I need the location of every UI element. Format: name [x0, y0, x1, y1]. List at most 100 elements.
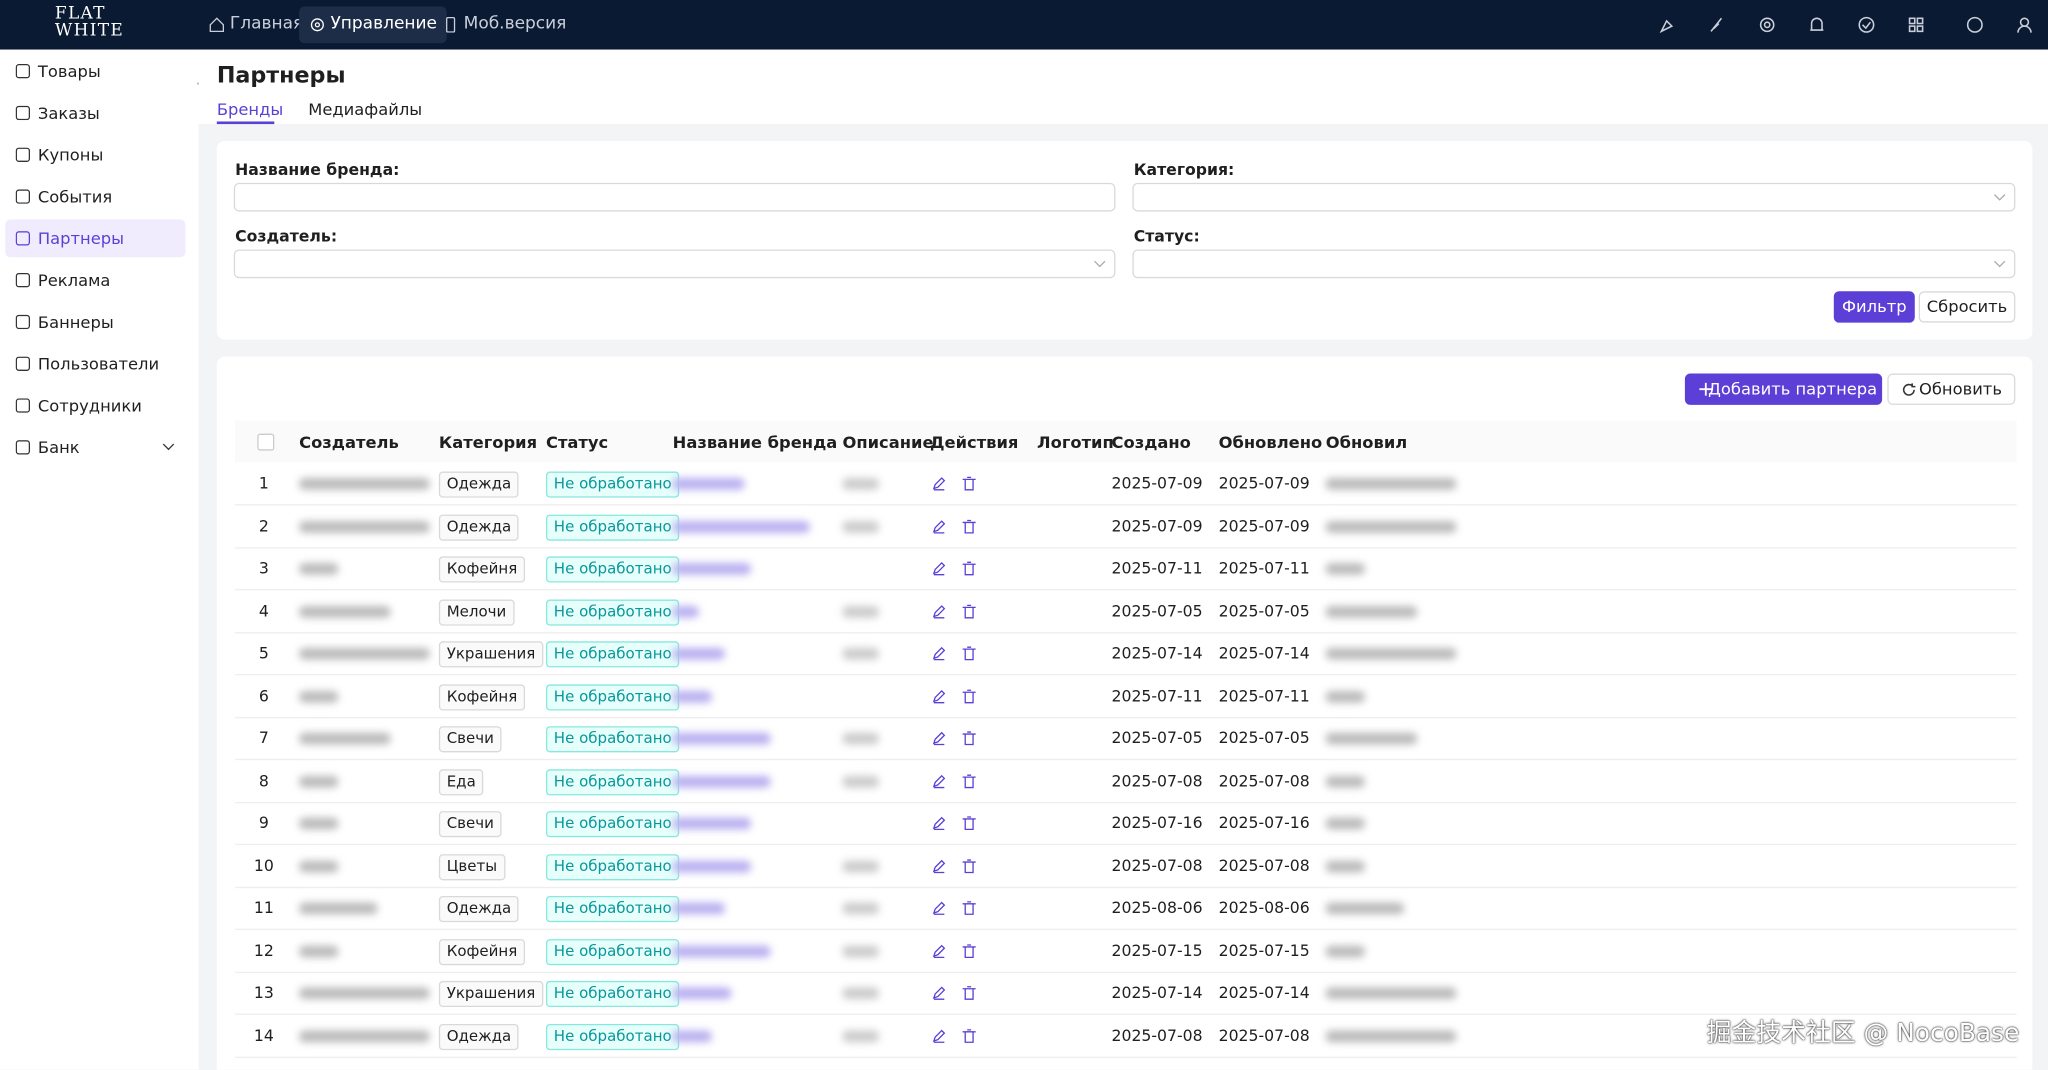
row-actions[interactable] — [931, 815, 983, 835]
creator-hidden — [299, 944, 339, 957]
row-number: 8 — [258, 771, 269, 790]
sidebar-item[interactable]: Реклама — [5, 261, 185, 299]
nav-manage[interactable]: Управление — [299, 6, 447, 44]
row-number: 10 — [253, 856, 274, 875]
sidebar-item[interactable]: События — [5, 178, 185, 216]
sidebar-item[interactable]: Купоны — [5, 136, 185, 174]
add-button[interactable]: Добавить партнера — [1684, 373, 1883, 405]
row-divider — [235, 801, 2017, 803]
tab-active[interactable]: Бренды — [216, 99, 284, 119]
row-divider — [235, 971, 2017, 973]
creator-hidden — [299, 690, 339, 703]
select-category[interactable] — [1132, 182, 2016, 212]
created-date: 2025-07-11 — [1111, 559, 1203, 578]
select-status[interactable] — [1132, 249, 2016, 279]
sidebar-item[interactable]: Баннеры — [5, 303, 185, 341]
row-actions[interactable] — [931, 560, 983, 580]
logo[interactable]: FLAT WHITE — [55, 5, 124, 39]
row-actions[interactable] — [931, 900, 983, 920]
sidebar-item[interactable]: Сотрудники — [5, 387, 185, 425]
row-actions[interactable] — [931, 688, 983, 708]
sidebar-label: Купоны — [37, 144, 104, 165]
row-divider — [235, 1055, 2017, 1058]
sidebar-label: Банк — [37, 437, 80, 458]
page-header: Партнеры Бренды Медиафайлы — [198, 49, 2048, 125]
status-tag: Не обработано — [545, 513, 680, 541]
brand-hidden — [672, 732, 771, 745]
description-hidden — [842, 987, 880, 1000]
sidebar-item[interactable]: Пользователи — [5, 345, 185, 383]
sidebar-item[interactable]: Банк — [5, 428, 185, 466]
table-header-bg — [235, 420, 2017, 463]
row-number: 6 — [258, 686, 269, 705]
brand-hidden — [672, 860, 752, 872]
creator-hidden — [299, 817, 339, 830]
category-tag: Одежда — [438, 513, 520, 541]
updated-date: 2025-07-14 — [1218, 643, 1310, 663]
updated-date: 2025-08-06 — [1218, 898, 1310, 917]
sidebar-item[interactable]: Партнеры — [5, 219, 186, 258]
select-all-checkbox[interactable] — [257, 433, 275, 451]
updater-hidden — [1325, 647, 1457, 660]
toolbar-icons[interactable] — [1659, 16, 2038, 34]
filter-label: Статус: — [1133, 227, 1200, 246]
updated-date: 2025-07-08 — [1218, 1025, 1310, 1045]
category-tag: Одежда — [438, 471, 520, 498]
description-hidden — [842, 1029, 880, 1042]
row-actions[interactable] — [931, 475, 983, 495]
row-actions[interactable] — [931, 1027, 983, 1047]
row-actions[interactable] — [931, 857, 983, 877]
refresh-button[interactable]: Обновить — [1887, 373, 2016, 405]
row-number: 7 — [258, 728, 269, 748]
column-header: Обновлено — [1218, 432, 1323, 452]
brand-hidden — [672, 944, 771, 957]
status-tag: Не обработано — [545, 556, 680, 583]
updated-date: 2025-07-05 — [1218, 728, 1310, 748]
updater-hidden — [1325, 944, 1365, 957]
category-tag: Кофейня — [438, 556, 526, 583]
updated-date: 2025-07-11 — [1218, 559, 1310, 578]
row-divider — [235, 631, 2017, 633]
row-actions[interactable] — [931, 985, 983, 1005]
input-brand[interactable] — [233, 182, 1116, 212]
row-divider — [235, 716, 2017, 718]
row-divider — [235, 886, 2017, 888]
select-creator[interactable] — [233, 249, 1116, 279]
sidebar-label: События — [37, 186, 113, 207]
row-actions[interactable] — [931, 518, 983, 538]
sidebar-item[interactable]: Заказы — [5, 94, 185, 132]
row-number: 2 — [258, 516, 269, 535]
updated-date: 2025-07-08 — [1218, 771, 1310, 790]
brand-hidden — [672, 605, 699, 618]
filter-button[interactable]: Фильтр — [1833, 291, 1915, 323]
status-tag: Не обработано — [545, 683, 680, 710]
nav-label: Управление — [330, 14, 437, 34]
row-actions[interactable] — [931, 645, 983, 665]
row-actions[interactable] — [931, 942, 983, 962]
row-actions[interactable] — [931, 730, 983, 750]
updater-hidden — [1325, 987, 1457, 1000]
watermark: 掘金技术社区 @ NocoBase — [1706, 1018, 2020, 1048]
nav-mobile[interactable]: Моб.версия — [432, 7, 575, 44]
filter-label: Название бренда: — [235, 160, 400, 179]
description-hidden — [842, 520, 880, 533]
description-hidden — [842, 902, 880, 915]
row-number: 11 — [253, 898, 274, 917]
column-header: Логотип — [1037, 432, 1114, 452]
nav-home[interactable]: Главная — [199, 7, 313, 44]
updated-date: 2025-07-09 — [1218, 516, 1310, 535]
category-tag: Одежда — [438, 1023, 520, 1050]
status-tag: Не обработано — [545, 471, 680, 498]
reset-button[interactable]: Сбросить — [1918, 291, 2016, 323]
status-tag: Не обработано — [545, 938, 680, 965]
row-actions[interactable] — [931, 603, 983, 623]
category-tag: Свечи — [438, 811, 502, 838]
created-date: 2025-07-05 — [1111, 601, 1203, 620]
sidebar-item[interactable]: Товары — [5, 52, 185, 90]
sidebar-label: Сотрудники — [37, 395, 142, 416]
row-actions[interactable] — [931, 773, 983, 793]
row-number: 1 — [258, 474, 269, 493]
tab[interactable]: Медиафайлы — [308, 99, 423, 119]
button-label: Добавить партнера — [1708, 378, 1878, 399]
